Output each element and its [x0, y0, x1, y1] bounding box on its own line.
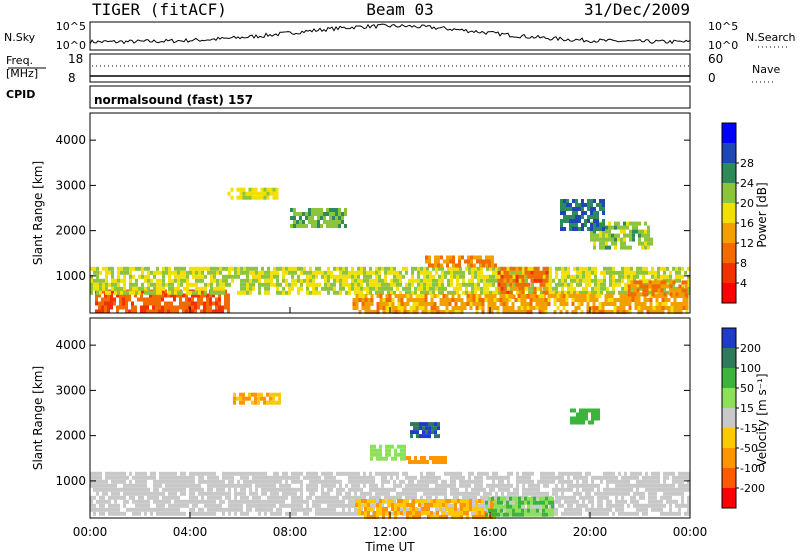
x-axis-label: Time UT	[364, 540, 415, 554]
power-ytick-label: 2000	[55, 224, 86, 238]
x-tick-label: 04:00	[173, 525, 208, 539]
velocity-region-3	[485, 496, 554, 517]
velocity-colorbar-label: Velocity [m s⁻¹]	[755, 373, 769, 466]
power-colorbar-tick: 24	[740, 177, 754, 190]
velocity-colorbar-swatch	[722, 328, 736, 349]
cpid-label: CPID	[6, 88, 35, 101]
power-colorbar-tick: 28	[740, 157, 754, 170]
velocity-colorbar-tick: 15	[740, 402, 754, 415]
nsky-panel: N.Sky 10^5 10^0 N.Search 10^5 10^0	[4, 20, 796, 52]
freq-panel: Freq. [MHz] 18 8 60 0 Nave	[6, 52, 780, 85]
power-colorbar-tick: 16	[740, 217, 754, 230]
cpid-value: normalsound (fast) 157	[94, 93, 253, 107]
velocity-ytick-label: 4000	[55, 338, 86, 352]
velocity-colorbar-tick: 50	[740, 382, 754, 395]
nsearch-tick-bottom: 10^0	[708, 39, 738, 52]
freq-label-line2: [MHz]	[6, 67, 38, 80]
x-tick-label: 00:00	[73, 525, 108, 539]
power-region-4	[227, 187, 279, 200]
velocity-ytick-label: 3000	[55, 383, 86, 397]
power-colorbar-swatch	[722, 123, 736, 144]
beam-label: Beam 03	[366, 0, 433, 19]
nsky-tick-bottom: 10^0	[56, 39, 86, 52]
power-ylabel: Slant Range [km]	[31, 161, 45, 265]
nave-tick-bottom: 0	[708, 71, 716, 85]
power-data	[90, 187, 690, 314]
velocity-colorbar-swatch	[722, 448, 736, 469]
velocity-colorbar-swatch	[722, 388, 736, 409]
velocity-colorbar-tick: 200	[740, 342, 761, 355]
power-colorbar-swatch	[722, 243, 736, 264]
velocity-region-0	[90, 471, 690, 516]
radar-title: TIGER (fitACF)	[92, 0, 227, 19]
nsearch-label: N.Search	[746, 31, 796, 44]
velocity-colorbar-swatch	[722, 408, 736, 429]
velocity-region-4	[405, 456, 447, 464]
velocity-colorbar-swatch	[722, 468, 736, 489]
power-ytick-label: 3000	[55, 178, 86, 192]
power-region-7	[627, 280, 688, 297]
power-region-5	[290, 208, 347, 228]
power-colorbar-swatch	[722, 223, 736, 244]
velocity-colorbar-tick: -50	[740, 442, 758, 455]
velocity-colorbar-swatch	[722, 348, 736, 369]
power-colorbar-swatch	[722, 263, 736, 284]
velocity-colorbar-swatch	[722, 428, 736, 449]
power-colorbar-tick: 8	[740, 257, 747, 270]
x-tick-label: 20:00	[573, 525, 608, 539]
power-colorbar-swatch	[722, 203, 736, 224]
power-region-3	[425, 255, 497, 268]
power-region-6	[352, 294, 689, 314]
velocity-ytick-label: 2000	[55, 429, 86, 443]
power-colorbar-label: Power [dB]	[755, 182, 769, 247]
velocity-ylabel: Slant Range [km]	[31, 366, 45, 470]
nsearch-tick-top: 10^5	[708, 20, 738, 33]
power-colorbar-swatch	[722, 163, 736, 184]
freq-label-line1: Freq.	[6, 54, 33, 67]
freq-tick-top: 18	[68, 52, 83, 66]
cpid-panel: CPID normalsound (fast) 157	[6, 85, 691, 109]
velocity-colorbar-swatch	[722, 368, 736, 389]
velocity-data	[90, 392, 690, 519]
freq-tick-bottom: 8	[68, 71, 76, 85]
velocity-colorbar-tick: -200	[740, 482, 765, 495]
nave-label: Nave	[752, 63, 780, 76]
power-colorbar-swatch	[722, 143, 736, 164]
power-ytick-label: 1000	[55, 269, 86, 283]
power-colorbar-swatch	[722, 183, 736, 204]
nsky-tick-top: 10^5	[56, 20, 86, 33]
velocity-colorbar-tick: -100	[740, 462, 765, 475]
power-region-9	[560, 199, 605, 231]
x-tick-label: 12:00	[373, 525, 408, 539]
velocity-ytick-label: 1000	[55, 474, 86, 488]
power-colorbar-swatch	[722, 283, 736, 304]
velocity-panel: 1000 2000 3000 4000 Slant Range [km] 200 100…	[31, 317, 769, 519]
x-tick-label: 08:00	[273, 525, 308, 539]
velocity-colorbar-tick: 100	[740, 362, 761, 375]
power-region-0	[95, 289, 230, 314]
velocity-region-6	[410, 422, 440, 439]
velocity-region-5	[370, 444, 406, 461]
x-tick-label: 00:00	[673, 525, 708, 539]
nsky-trace	[89, 23, 691, 45]
velocity-colorbar-tick: -15	[740, 422, 758, 435]
power-colorbar-tick: 12	[740, 237, 754, 250]
power-region-1	[90, 266, 690, 295]
velocity-region-7	[570, 408, 600, 425]
date-label: 31/Dec/2009	[584, 0, 690, 19]
velocity-colorbar-swatch	[722, 488, 736, 509]
power-panel: 1000 2000 3000 4000 Slant Range [km] 4 8 12 16…	[31, 112, 769, 314]
x-tick-label: 16:00	[473, 525, 508, 539]
velocity-region-1	[233, 392, 281, 405]
power-ytick-label: 4000	[55, 133, 86, 147]
power-colorbar-tick: 20	[740, 197, 754, 210]
power-colorbar-tick: 4	[740, 277, 747, 290]
nave-tick-top: 60	[708, 52, 723, 66]
nsky-label: N.Sky	[4, 31, 36, 44]
